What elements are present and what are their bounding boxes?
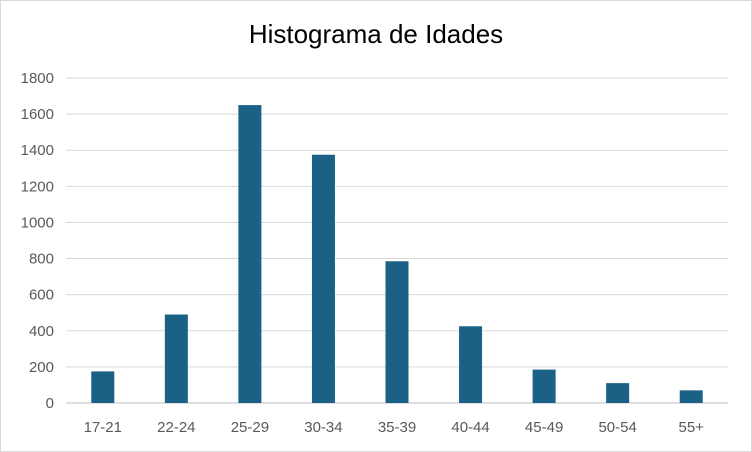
chart-title: Histograma de Idades (248, 19, 504, 49)
bar-35-39 (385, 261, 409, 403)
bar-25-29 (238, 105, 262, 403)
y-tick-label: 0 (46, 395, 54, 412)
y-tick-label: 1200 (21, 178, 54, 195)
x-tick-label: 55+ (678, 419, 704, 436)
y-tick-label: 1400 (21, 142, 54, 159)
x-tick-label: 25-29 (231, 419, 269, 436)
x-tick-label: 35-39 (378, 419, 416, 436)
x-tick-label: 50-54 (598, 419, 636, 436)
y-tick-label: 800 (29, 251, 54, 268)
y-tick-label: 1000 (21, 214, 54, 231)
y-tick-label: 1800 (21, 70, 54, 87)
bar-40-44 (459, 326, 483, 403)
bars (91, 105, 703, 403)
y-tick-label: 400 (29, 323, 54, 340)
x-tick-label: 30-34 (304, 419, 342, 436)
bar-30-34 (311, 154, 335, 403)
x-axis-ticks: 17-21 22-24 25-29 30-34 35-39 40-44 45-49 50-54… (84, 419, 705, 436)
x-tick-label: 45-49 (525, 419, 563, 436)
bar-45-49 (532, 369, 556, 403)
x-tick-label: 17-21 (84, 419, 122, 436)
bar-55+ (679, 390, 703, 403)
x-tick-label: 22-24 (157, 419, 195, 436)
y-tick-label: 200 (29, 359, 54, 376)
x-tick-label: 40-44 (451, 419, 489, 436)
y-tick-label: 1600 (21, 106, 54, 123)
y-tick-label: 600 (29, 287, 54, 304)
y-axis-ticks: 0 200 400 600 800 1000 1200 1400 1600 1800 (21, 70, 54, 412)
bar-17-21 (91, 371, 115, 403)
bar-50-54 (606, 383, 630, 403)
bar-22-24 (164, 314, 188, 403)
